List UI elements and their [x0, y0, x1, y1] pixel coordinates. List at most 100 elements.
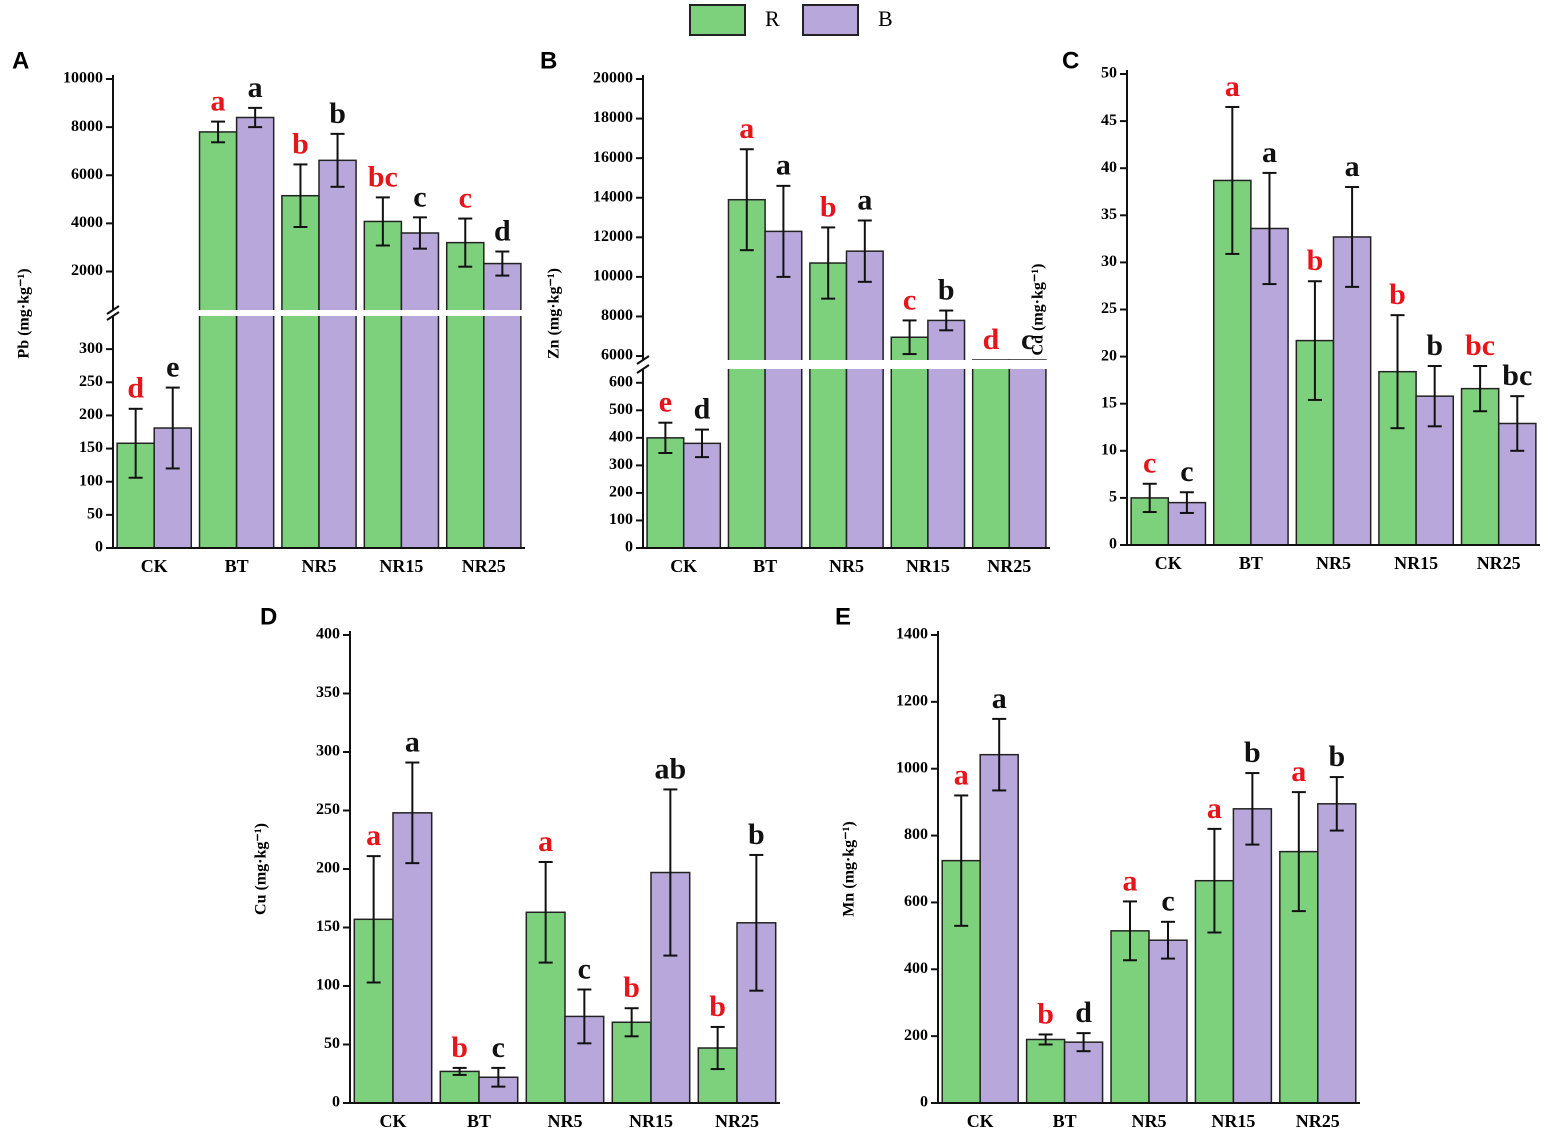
- bar: [682, 442, 722, 549]
- significance-letter: bc: [368, 160, 398, 193]
- significance-letter: ab: [655, 752, 687, 785]
- significance-letter: b: [623, 971, 640, 1004]
- significance-letter: c: [903, 283, 916, 316]
- bar: [1232, 808, 1273, 1104]
- panel-label: E: [835, 603, 851, 630]
- y-tick-label: 25: [1101, 300, 1117, 317]
- break-mark: [106, 311, 120, 321]
- bar: [318, 159, 357, 549]
- y-tick-label: 20000: [593, 70, 633, 87]
- y-tick-label: 6000: [71, 166, 103, 183]
- bar: [439, 1070, 480, 1104]
- significance-letter: b: [820, 190, 837, 223]
- x-tick-label: NR5: [1316, 553, 1351, 573]
- significance-letter: b: [938, 273, 955, 306]
- bar: [1063, 1041, 1104, 1104]
- x-tick-label: NR15: [1394, 553, 1438, 573]
- bar: [363, 220, 403, 549]
- bar: [235, 116, 275, 549]
- x-tick-label: NR25: [1477, 553, 1521, 573]
- axis-break: [111, 310, 525, 316]
- bar: [1008, 359, 1047, 549]
- significance-letter: a: [857, 183, 872, 216]
- y-tick-label: 300: [79, 340, 103, 357]
- bar: [400, 232, 440, 549]
- panel-label: B: [540, 47, 557, 74]
- y-tick-label: 300: [316, 743, 340, 760]
- y-tick-label: 400: [316, 626, 340, 643]
- break-mark: [636, 364, 650, 374]
- y-tick-label: 1000: [896, 759, 928, 776]
- y-tick-label: 150: [316, 918, 340, 935]
- x-tick-label: CK: [380, 1111, 407, 1129]
- x-tick-label: NR25: [715, 1111, 759, 1129]
- significance-letter: c: [1180, 455, 1193, 488]
- y-tick-label: 15: [1101, 394, 1117, 411]
- x-tick-label: NR15: [629, 1111, 673, 1129]
- significance-letter: a: [405, 725, 420, 758]
- x-tick-label: BT: [1053, 1111, 1077, 1129]
- x-tick-label: CK: [141, 556, 168, 576]
- y-tick-label: 400: [904, 960, 928, 977]
- y-tick-label: 10000: [63, 70, 103, 87]
- x-tick-label: BT: [1239, 553, 1263, 573]
- y-tick-label: 30: [1101, 253, 1117, 270]
- significance-letter: c: [459, 181, 472, 214]
- y-tick-label: 50: [87, 506, 103, 523]
- significance-letter: d: [983, 323, 1000, 356]
- y-tick-label: 200: [79, 406, 103, 423]
- x-tick-label: NR25: [987, 556, 1031, 576]
- significance-letter: b: [292, 127, 309, 160]
- significance-letter: a: [211, 84, 226, 117]
- significance-letter: b: [1244, 736, 1261, 769]
- y-axis-title: Mn (mg·kg⁻¹): [841, 821, 858, 916]
- x-tick-label: NR5: [302, 556, 337, 576]
- significance-letter: bc: [1502, 359, 1532, 392]
- bar: [927, 319, 966, 549]
- bar: [1332, 236, 1372, 546]
- bar: [979, 753, 1019, 1104]
- x-tick-label: NR5: [829, 556, 864, 576]
- significance-letter: b: [1307, 244, 1324, 277]
- significance-letter: a: [366, 819, 381, 852]
- y-tick-label: 100: [316, 977, 340, 994]
- panel-label: A: [12, 47, 29, 74]
- bar: [727, 198, 766, 549]
- y-tick-label: 20: [1101, 347, 1117, 364]
- x-tick-label: NR15: [1211, 1111, 1255, 1129]
- y-tick-label: 200: [316, 860, 340, 877]
- significance-letter: a: [776, 149, 791, 182]
- significance-letter: b: [329, 97, 346, 130]
- y-tick-label: 0: [95, 539, 103, 556]
- y-tick-label: 0: [920, 1094, 928, 1111]
- y-tick-label: 35: [1101, 206, 1117, 223]
- x-tick-label: BT: [225, 556, 249, 576]
- x-tick-label: BT: [753, 556, 777, 576]
- bar: [1148, 939, 1188, 1104]
- y-tick-label: 0: [1109, 536, 1117, 553]
- x-tick-label: CK: [967, 1111, 994, 1129]
- significance-letter: a: [992, 682, 1007, 715]
- y-tick-label: 45: [1101, 112, 1117, 129]
- x-tick-label: NR25: [462, 556, 506, 576]
- significance-letter: b: [451, 1031, 468, 1064]
- y-tick-label: 100: [609, 511, 633, 528]
- y-tick-label: 200: [609, 484, 633, 501]
- y-tick-label: 50: [1101, 65, 1117, 82]
- y-tick-label: 400: [609, 429, 633, 446]
- significance-letter: d: [1075, 996, 1092, 1029]
- significance-letter: d: [127, 372, 144, 405]
- significance-letter: bc: [1465, 329, 1495, 362]
- x-tick-label: NR5: [548, 1111, 583, 1129]
- x-tick-label: NR15: [379, 556, 423, 576]
- significance-letter: a: [1262, 136, 1277, 169]
- significance-letter: c: [1021, 323, 1034, 356]
- y-tick-label: 600: [904, 893, 928, 910]
- bar: [483, 262, 522, 549]
- y-tick-label: 1400: [896, 626, 928, 643]
- axis-break: [641, 360, 1050, 369]
- significance-letter: c: [413, 180, 426, 213]
- y-tick-label: 50: [324, 1035, 340, 1052]
- y-tick-label: 800: [904, 826, 928, 843]
- significance-letter: b: [709, 990, 726, 1023]
